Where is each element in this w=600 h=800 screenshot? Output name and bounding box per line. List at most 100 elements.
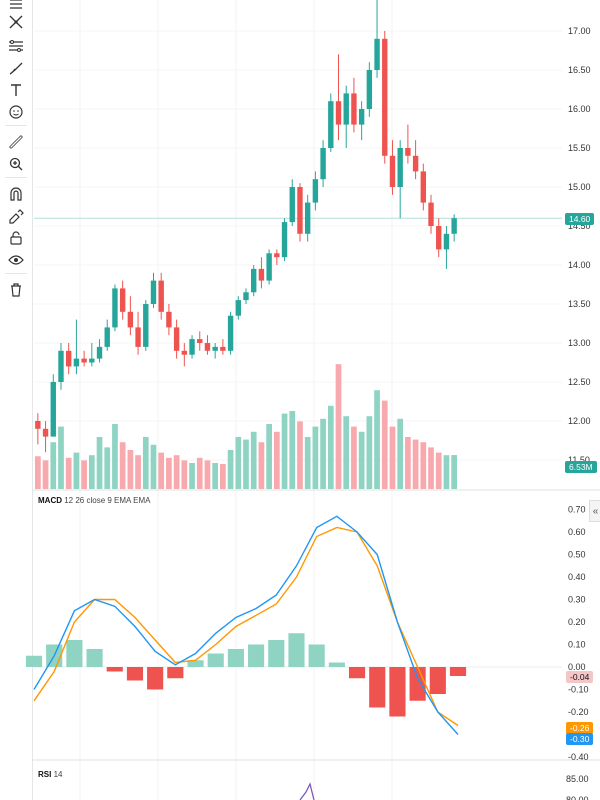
- candle-body: [112, 288, 118, 328]
- volume-bar: [73, 452, 80, 489]
- volume-bar: [258, 442, 265, 489]
- volume-bar: [250, 431, 257, 489]
- text-icon[interactable]: [5, 80, 27, 100]
- price-tick-label: 14.50: [568, 221, 591, 231]
- candle-body: [374, 38, 380, 70]
- volume-bar: [166, 457, 172, 489]
- macd-line: [33, 515, 459, 735]
- zoom-in-icon[interactable]: [5, 154, 27, 174]
- lock-draw-icon[interactable]: [5, 206, 27, 226]
- price-tick-label: 16.00: [568, 104, 591, 114]
- fib-icon[interactable]: [5, 36, 27, 56]
- price-tick-label: 11.50: [568, 455, 590, 465]
- volume-bar: [366, 416, 373, 489]
- trash-icon[interactable]: [5, 280, 27, 300]
- volume-bar: [35, 456, 41, 489]
- macd-tick-label: 0.40: [568, 572, 586, 582]
- volume-bar: [127, 450, 134, 489]
- lock-icon[interactable]: [5, 228, 27, 248]
- volume-bar: [281, 413, 288, 489]
- last-price-tag: 14.60: [565, 213, 595, 225]
- rsi-line: [299, 782, 315, 800]
- candle-body: [258, 268, 265, 281]
- macd-signal-line: [33, 526, 459, 727]
- macd-histogram-bar: [429, 667, 446, 694]
- emoji-icon[interactable]: [5, 102, 27, 122]
- macd-signal-tag: -0.26: [566, 722, 594, 734]
- candle-body: [343, 93, 349, 125]
- candle-body: [58, 350, 64, 382]
- volume-bar: [266, 424, 272, 489]
- candle-body: [181, 350, 188, 355]
- trend-line-icon[interactable]: [5, 12, 27, 32]
- macd-histogram-bar: [389, 667, 406, 717]
- candle-body: [42, 428, 49, 437]
- brush-icon[interactable]: [5, 58, 27, 78]
- volume-bar: [189, 463, 195, 489]
- macd-histogram-bar: [86, 649, 103, 667]
- rsi-legend[interactable]: RSI 14: [38, 770, 62, 779]
- macd-histogram-bar: [308, 644, 325, 667]
- volume-bar: [312, 426, 319, 489]
- candle-body: [35, 421, 41, 429]
- macd-histogram-bar: [248, 644, 265, 667]
- volume-bar: [96, 437, 103, 489]
- candle-body: [81, 358, 87, 363]
- crosshair-lines-icon[interactable]: [5, 0, 27, 14]
- macd-histogram-bar: [449, 667, 467, 676]
- magnet-icon[interactable]: [5, 184, 27, 204]
- macd-line-tag: -0.30: [566, 733, 594, 745]
- macd-tick-label: 0.10: [568, 640, 586, 650]
- macd-histogram-bar: [348, 667, 366, 679]
- rsi-tick-label: 80.00: [566, 795, 589, 800]
- drawing-toolbar: [0, 0, 33, 800]
- candle-body: [382, 38, 388, 156]
- volume-bar: [451, 455, 457, 489]
- candle-body: [204, 343, 211, 351]
- volume-bar: [351, 426, 357, 489]
- candle-body: [289, 187, 295, 223]
- volume-bar: [212, 463, 219, 489]
- rsi-tick-label: 85.00: [566, 774, 589, 784]
- volume-bar: [405, 437, 411, 489]
- macd-histogram-bar: [147, 667, 164, 690]
- candle-body: [443, 233, 450, 250]
- candle-body: [173, 327, 180, 351]
- candle-body: [304, 202, 311, 234]
- candle-body: [212, 346, 218, 351]
- price-tick-label: 15.00: [568, 182, 591, 192]
- volume-bar: [112, 424, 118, 489]
- volume-bar: [304, 437, 311, 489]
- candle-body: [50, 382, 56, 437]
- candle-body: [119, 288, 126, 312]
- macd-histogram-bar: [126, 667, 144, 681]
- macd-histogram-bar: [288, 633, 305, 667]
- price-tick-label: 17.00: [568, 26, 591, 36]
- collapse-panel-button[interactable]: «: [589, 500, 600, 522]
- candle-body: [358, 109, 365, 125]
- volume-bar: [227, 450, 234, 489]
- eye-icon[interactable]: [5, 250, 27, 270]
- candle-body: [312, 179, 319, 203]
- volume-bar: [412, 439, 419, 489]
- price-tick-label: 12.50: [568, 377, 591, 387]
- macd-histogram-bar: [207, 653, 224, 667]
- volume-bar: [65, 457, 72, 489]
- volume-bar: [173, 455, 180, 489]
- ruler-icon[interactable]: [5, 132, 27, 152]
- volume-bar: [243, 439, 249, 489]
- price-tick-label: 13.00: [568, 338, 591, 348]
- volume-bar: [50, 442, 57, 489]
- macd-title: MACD: [38, 496, 62, 505]
- macd-legend[interactable]: MACD 12 26 close 9 EMA EMA: [38, 496, 151, 505]
- volume-bar: [42, 460, 49, 489]
- macd-histogram-bar: [66, 640, 83, 667]
- volume-bar: [150, 444, 157, 489]
- price-tick-label: 16.50: [568, 65, 591, 75]
- price-tick-label: 15.50: [568, 143, 591, 153]
- macd-histogram-bar: [25, 655, 43, 667]
- price-tick-label: 12.00: [568, 416, 591, 426]
- rsi-title: RSI: [38, 770, 52, 779]
- candle-body: [96, 346, 103, 359]
